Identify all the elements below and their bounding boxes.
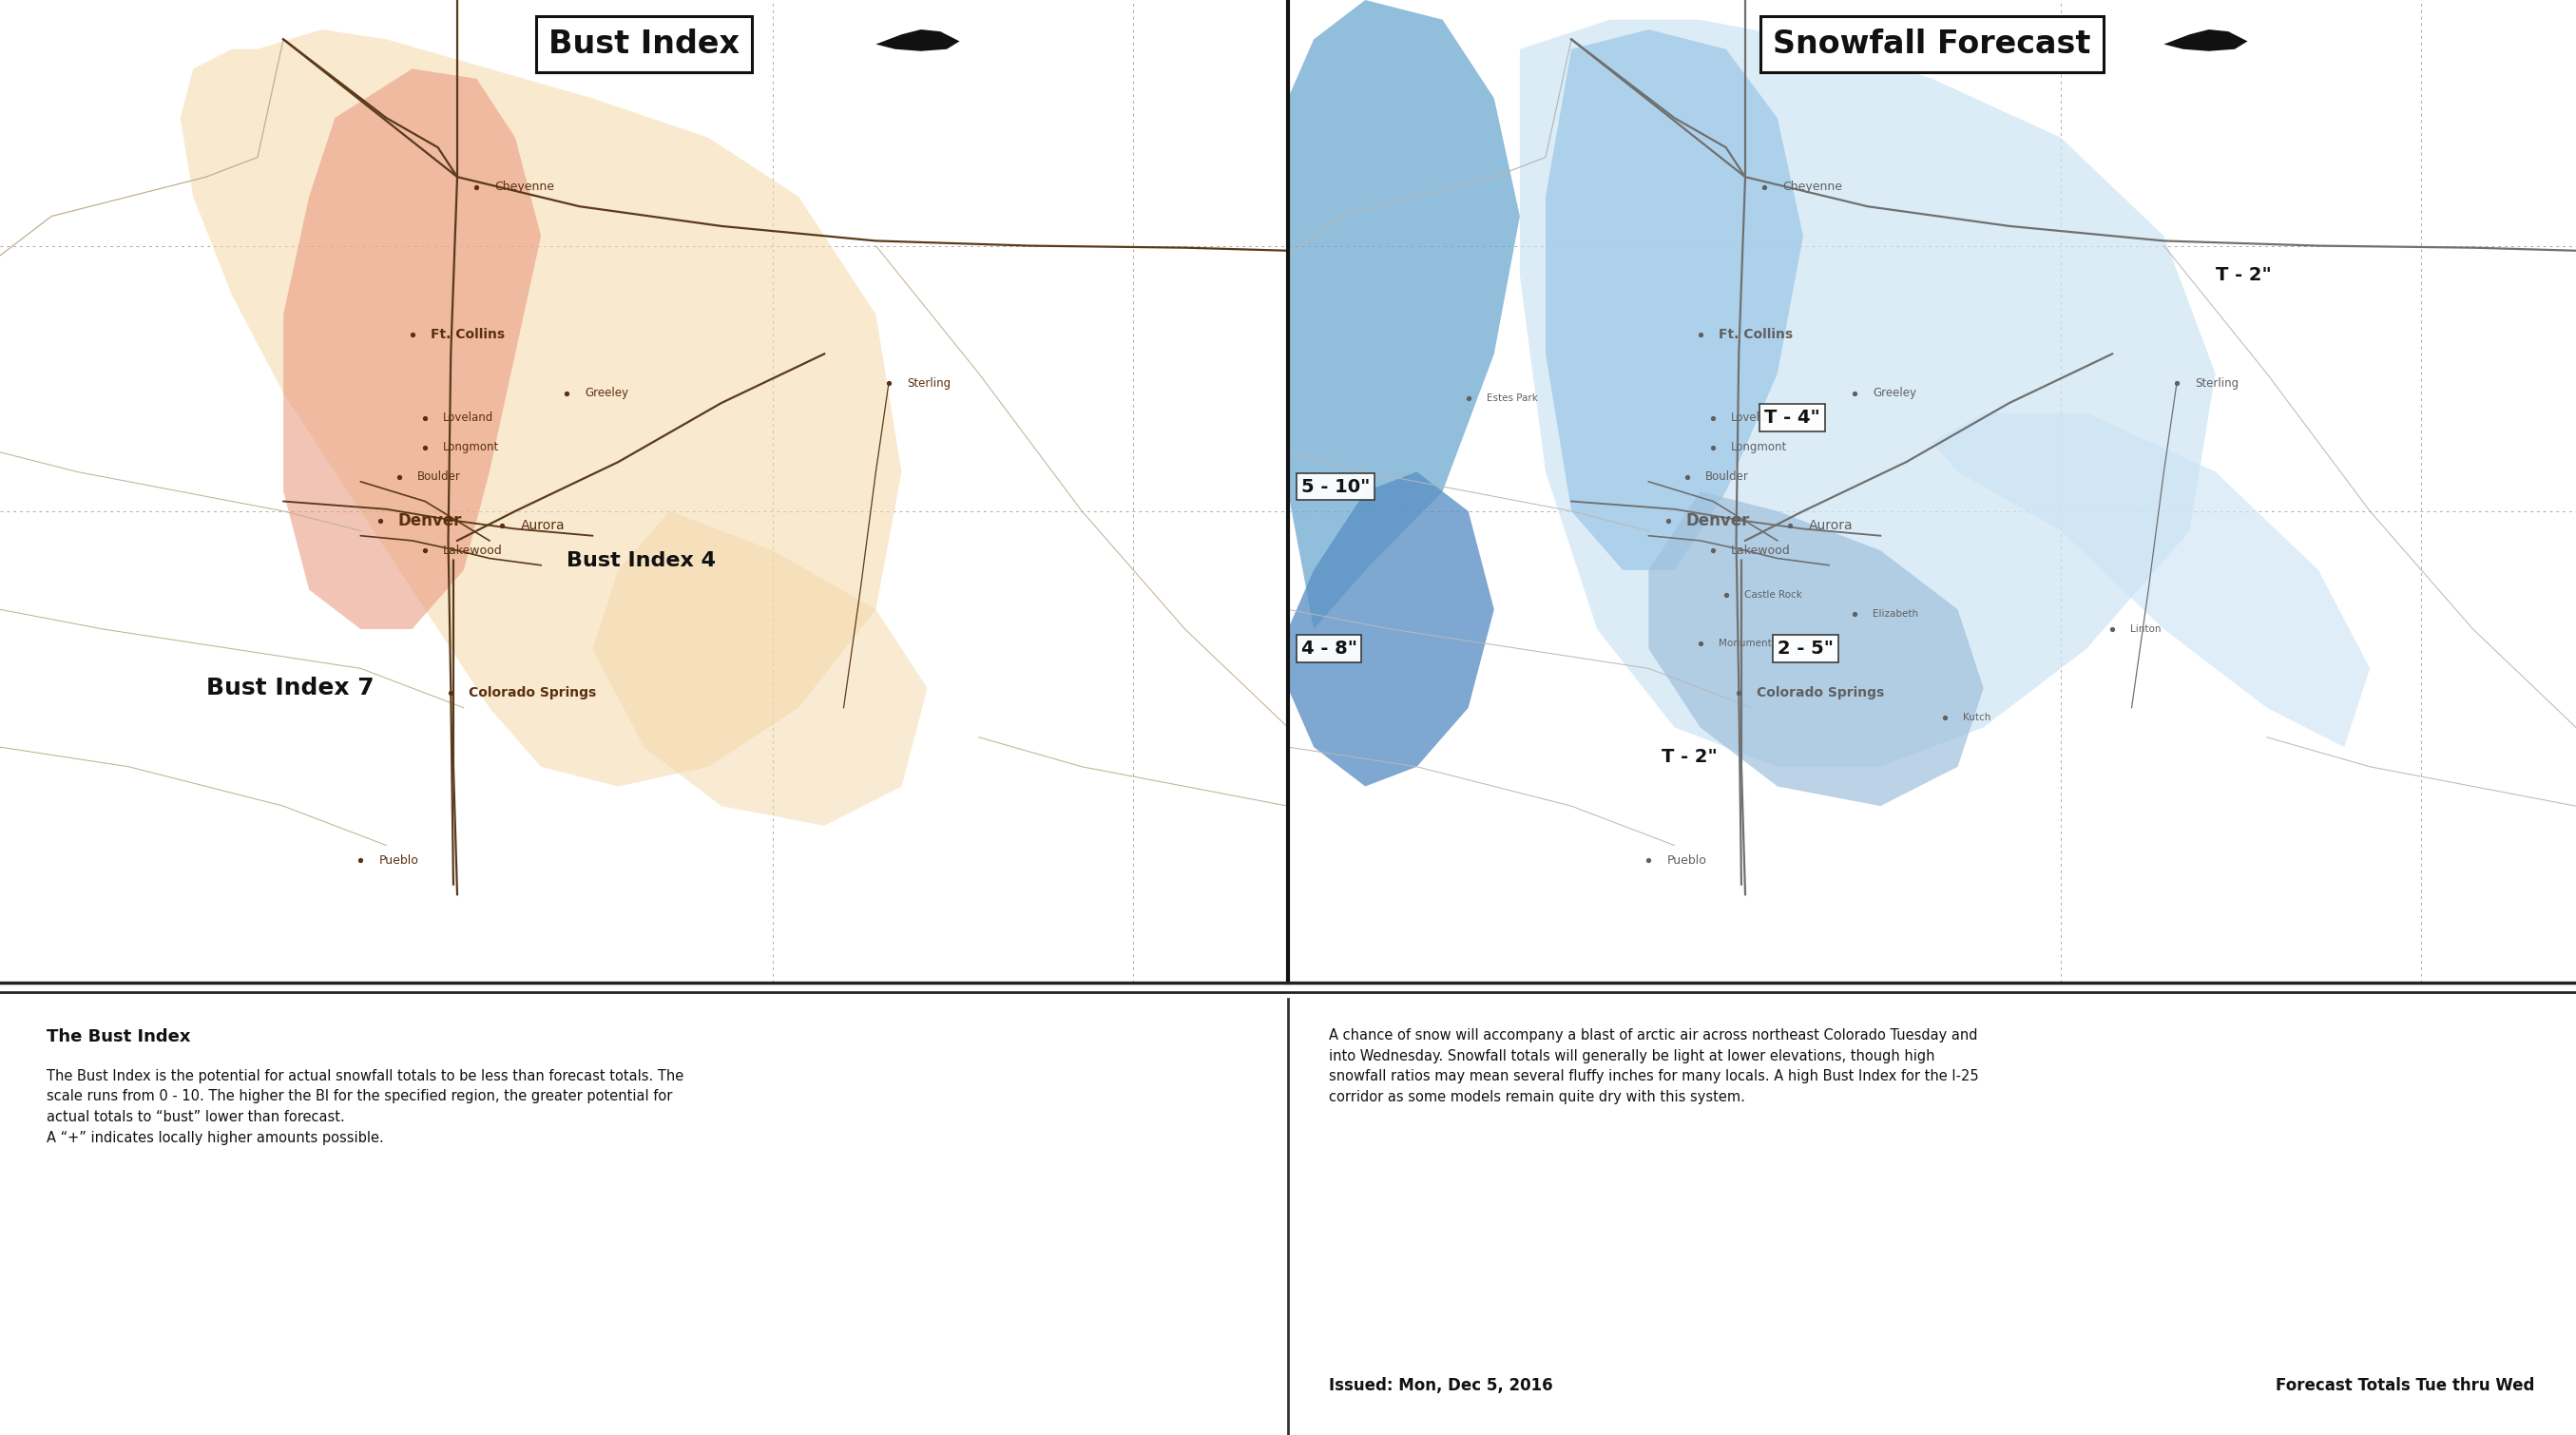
Text: Forecast Totals Tue thru Wed: Forecast Totals Tue thru Wed: [2275, 1378, 2535, 1395]
Text: Aurora: Aurora: [1808, 519, 1852, 532]
Text: Snowfall Forecast: Snowfall Forecast: [1772, 29, 2092, 60]
Text: Loveland: Loveland: [443, 412, 495, 423]
Text: Cheyenne: Cheyenne: [1783, 181, 1842, 192]
Polygon shape: [1520, 20, 2215, 766]
Text: Colorado Springs: Colorado Springs: [469, 686, 598, 700]
Text: 4 - 8": 4 - 8": [1301, 640, 1358, 657]
Text: Greeley: Greeley: [585, 387, 629, 399]
Text: Kutch: Kutch: [1963, 713, 1991, 722]
Text: Cheyenne: Cheyenne: [495, 181, 554, 192]
Text: T - 4": T - 4": [1765, 409, 1821, 426]
Text: T - 2": T - 2": [1662, 748, 1718, 766]
Text: T - 2": T - 2": [2215, 267, 2272, 284]
Text: Sterling: Sterling: [907, 377, 951, 389]
Polygon shape: [283, 69, 541, 629]
Text: Ft. Collins: Ft. Collins: [430, 327, 505, 342]
Text: Bust Index 7: Bust Index 7: [206, 677, 374, 699]
Polygon shape: [2164, 30, 2246, 52]
Polygon shape: [592, 511, 927, 825]
Text: Bust Index: Bust Index: [549, 29, 739, 60]
Polygon shape: [1288, 472, 1494, 786]
Text: Denver: Denver: [397, 512, 461, 530]
Text: Loveland: Loveland: [1731, 412, 1783, 423]
Polygon shape: [180, 30, 902, 786]
Text: Longmont: Longmont: [443, 441, 500, 453]
Text: Aurora: Aurora: [520, 519, 564, 532]
Text: Monument: Monument: [1718, 639, 1772, 649]
Text: Sterling: Sterling: [2195, 377, 2239, 389]
Text: The Bust Index: The Bust Index: [46, 1027, 191, 1045]
Polygon shape: [1546, 30, 1803, 570]
Text: Pueblo: Pueblo: [1667, 854, 1705, 867]
Text: Linton: Linton: [2130, 624, 2161, 634]
Text: Boulder: Boulder: [417, 471, 461, 484]
Text: 2 - 5": 2 - 5": [1777, 640, 1834, 657]
Text: Greeley: Greeley: [1873, 387, 1917, 399]
Text: The Bust Index is the potential for actual snowfall totals to be less than forec: The Bust Index is the potential for actu…: [46, 1069, 683, 1145]
Text: Elizabeth: Elizabeth: [1873, 610, 1919, 618]
Text: Castle Rock: Castle Rock: [1744, 590, 1801, 600]
Text: Boulder: Boulder: [1705, 471, 1749, 484]
Text: Pueblo: Pueblo: [379, 854, 417, 867]
Text: Lakewood: Lakewood: [443, 544, 502, 557]
Polygon shape: [1649, 491, 1984, 806]
Text: Longmont: Longmont: [1731, 441, 1788, 453]
Polygon shape: [876, 30, 958, 52]
Polygon shape: [1288, 0, 1520, 629]
Text: 5 - 10": 5 - 10": [1301, 478, 1370, 495]
Text: Issued: Mon, Dec 5, 2016: Issued: Mon, Dec 5, 2016: [1329, 1378, 1553, 1395]
Text: Estes Park: Estes Park: [1486, 393, 1538, 403]
Text: A chance of snow will accompany a blast of arctic air across northeast Colorado : A chance of snow will accompany a blast …: [1329, 1027, 1978, 1104]
Text: Bust Index 4: Bust Index 4: [567, 551, 716, 570]
Text: Denver: Denver: [1685, 512, 1749, 530]
Text: Colorado Springs: Colorado Springs: [1757, 686, 1886, 700]
Text: Ft. Collins: Ft. Collins: [1718, 327, 1793, 342]
Text: Lakewood: Lakewood: [1731, 544, 1790, 557]
Polygon shape: [1932, 413, 2370, 748]
